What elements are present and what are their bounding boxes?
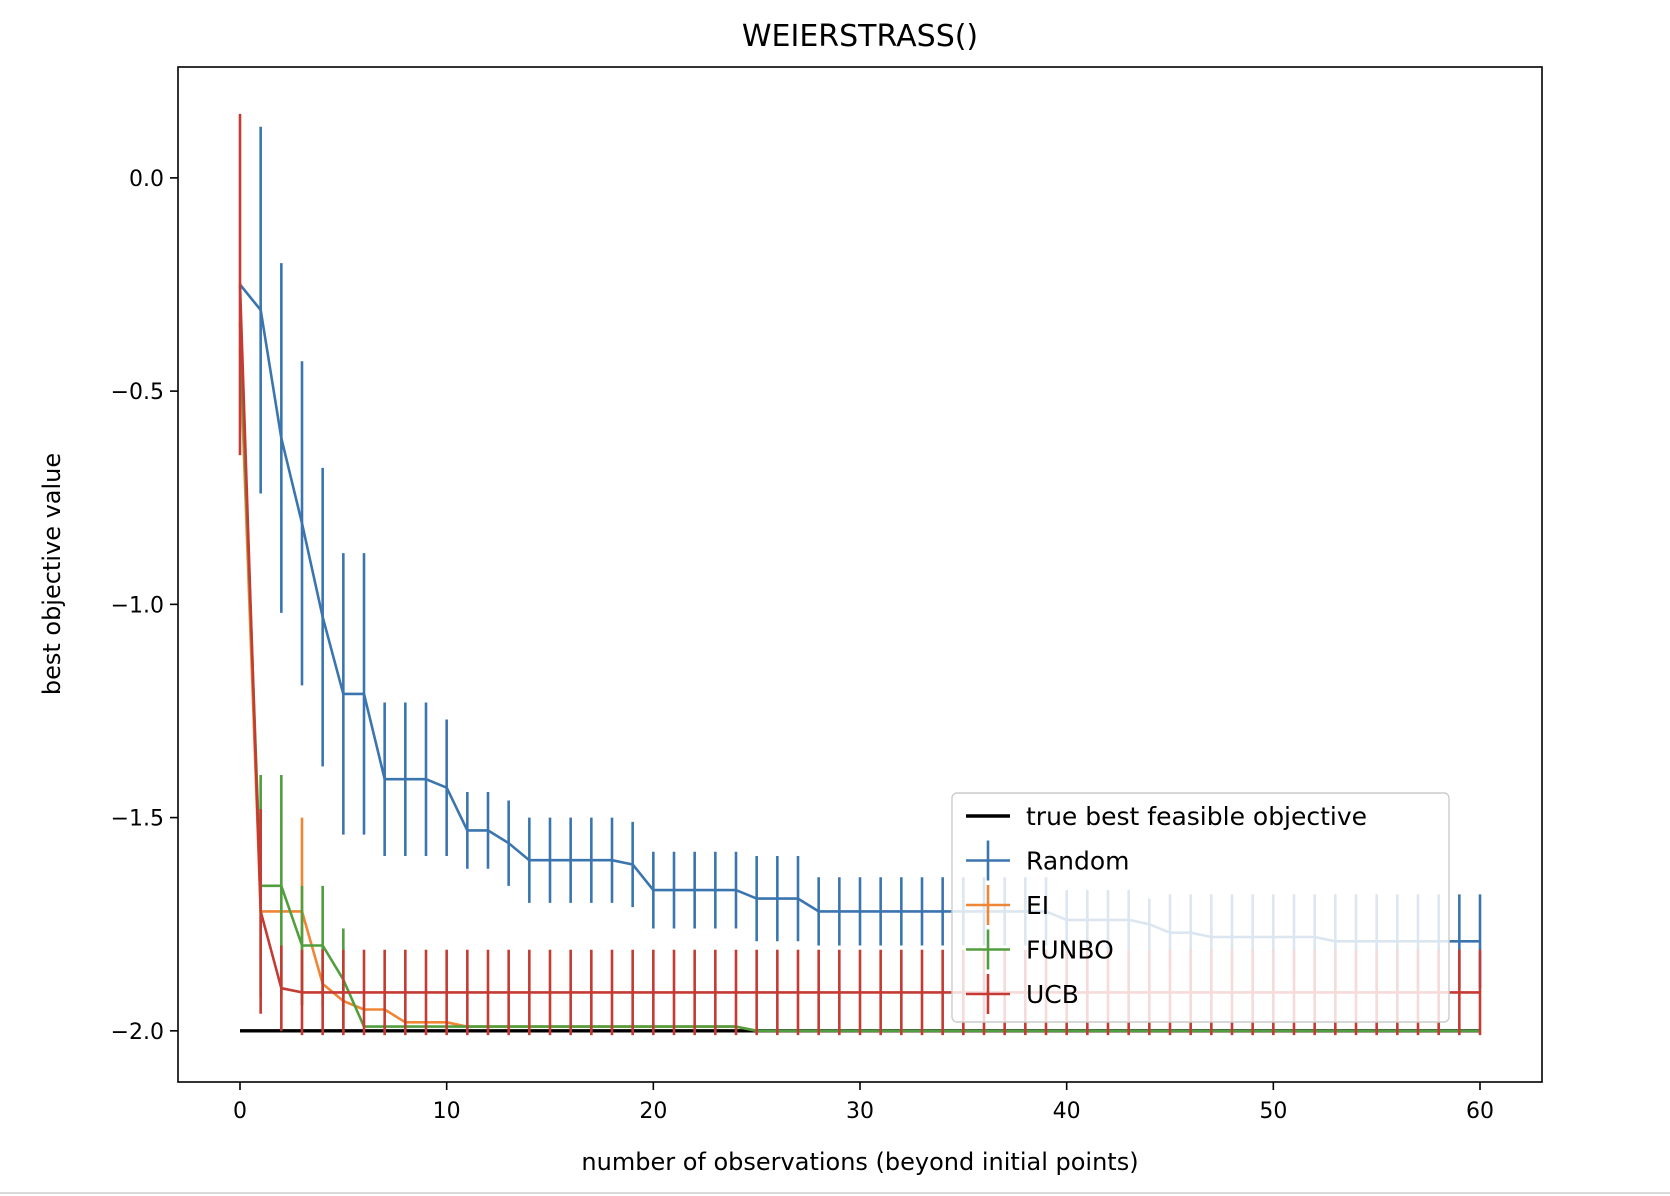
legend-box <box>951 792 1450 1023</box>
chart-title: WEIERSTRASS() <box>742 19 978 54</box>
legend-label-ucb: UCB <box>1026 980 1079 1009</box>
legend-label-funbo: FUNBO <box>1026 936 1114 965</box>
x-tick-label: 10 <box>433 1099 461 1124</box>
y-tick-label: −0.5 <box>111 380 164 405</box>
x-tick-label: 60 <box>1466 1099 1494 1124</box>
x-tick-label: 50 <box>1259 1099 1287 1124</box>
legend: true best feasible objective Random EI FUNB… <box>951 792 1450 1023</box>
legend-label-true-best: true best feasible objective <box>1026 802 1367 831</box>
y-tick-label: −2.0 <box>111 1020 164 1045</box>
x-axis: 0 10 20 30 40 50 60 <box>233 1082 1494 1124</box>
x-tick-label: 20 <box>639 1099 667 1124</box>
x-tick-label: 30 <box>846 1099 874 1124</box>
y-tick-label: −1.0 <box>111 593 164 618</box>
x-axis-label: number of observations (beyond initial p… <box>581 1148 1138 1176</box>
y-axis-label: best objective value <box>38 453 66 695</box>
x-tick-label: 40 <box>1053 1099 1081 1124</box>
y-tick-label: 0.0 <box>129 167 164 192</box>
y-tick-label: −1.5 <box>111 807 164 832</box>
y-axis: 0.0 −0.5 −1.0 −1.5 −2.0 <box>111 167 178 1045</box>
legend-label-random: Random <box>1026 847 1130 876</box>
legend-label-ei: EI <box>1026 891 1049 920</box>
x-tick-label: 0 <box>233 1099 247 1124</box>
bottom-divider <box>0 1192 1670 1194</box>
